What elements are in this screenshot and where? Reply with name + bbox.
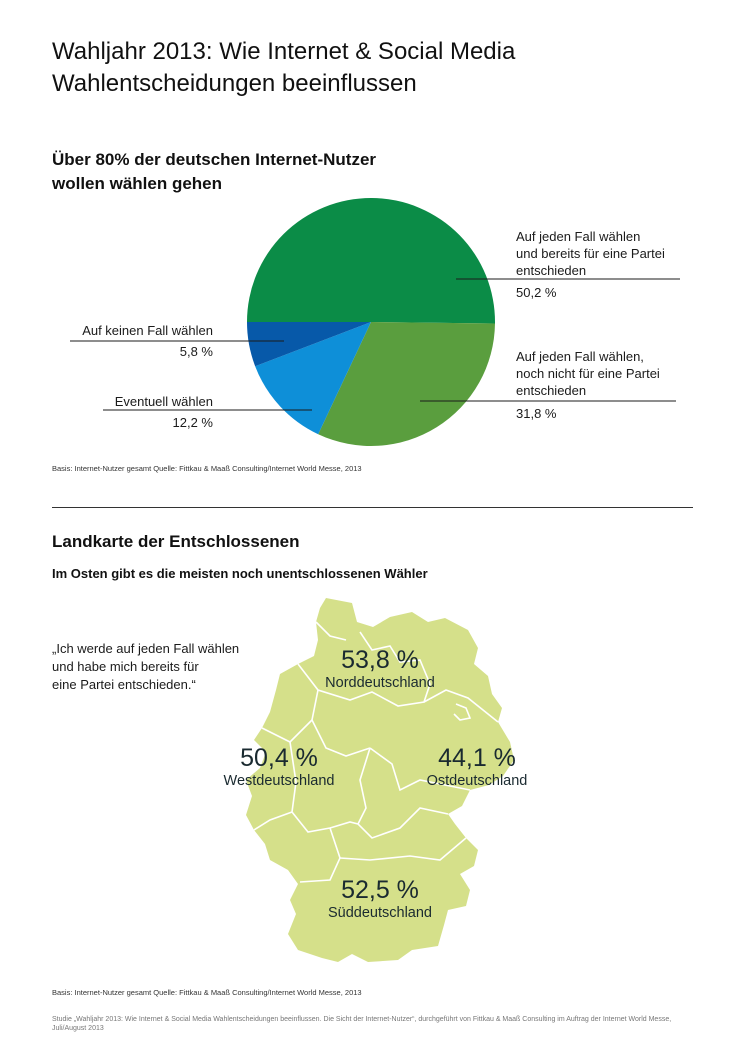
state-borders [253, 621, 499, 883]
region-west: 50,4 % Westdeutschland [200, 744, 358, 790]
pie-label-undecided: Auf jeden Fall wählen, noch nicht für ei… [516, 348, 660, 399]
leader-lines [70, 278, 680, 411]
pie-label-undecided-line-3: entschieden [516, 383, 587, 398]
state-border [359, 631, 431, 685]
region-west-name: Westdeutschland [223, 773, 335, 789]
region-east-name: Ostdeutschland [426, 773, 528, 789]
pie-label-decided-line-1: Auf jeden Fall wählen [516, 229, 641, 244]
state-border [299, 827, 341, 883]
pie-chart-title-line-2: wollen wählen gehen [52, 174, 223, 193]
region-north-name: Norddeutschland [325, 675, 435, 691]
pie-label-undecided-line-2: noch nicht für eine Partei [516, 366, 660, 381]
pie-value-never: 5,8 % [179, 344, 213, 359]
pie-slice-decided [247, 197, 495, 324]
state-border [339, 837, 467, 861]
study-footnote: Studie „Wahljahr 2013: Wie Internet & So… [52, 1016, 672, 1032]
state-border [315, 621, 347, 641]
state-border [253, 811, 293, 831]
map-quote: „Ich werde auf jeden Fall wählen und hab… [52, 640, 239, 694]
state-border [453, 703, 472, 721]
germany-outline [246, 598, 514, 962]
pie-label-decided-line-3: entschieden [516, 263, 587, 278]
map-section-subtitle: Im Osten gibt es die meisten noch unents… [52, 566, 428, 581]
state-border [357, 747, 449, 839]
map-section-title: Landkarte der Entschlossenen [52, 532, 300, 551]
map-quote-line-2: und habe mich bereits für [52, 659, 199, 674]
region-north: 53,8 % Norddeutschland [300, 646, 460, 692]
region-south-value: 52,5 % [341, 876, 419, 904]
map-quote-line-3: eine Partei entschieden.“ [52, 677, 196, 692]
section-divider [52, 507, 693, 508]
region-east-value: 44,1 % [438, 744, 516, 772]
pie-chart-title: Über 80% der deutschen Internet-Nutzer w… [52, 148, 376, 196]
pie-slice-never [247, 322, 371, 367]
pie-label-decided-line-2: und bereits für eine Partei [516, 246, 665, 261]
pie-label-eventually: Eventuell wählen [114, 394, 213, 409]
state-border [423, 689, 499, 723]
pie-slice-undecided [318, 322, 495, 446]
map-quote-line-1: „Ich werde auf jeden Fall wählen [52, 641, 240, 656]
region-east: 44,1 % Ostdeutschland [398, 744, 556, 790]
page-title-line-2: Wahlentscheidungen beeinflussen [52, 70, 417, 97]
pie-chart [247, 197, 495, 446]
pie-label-undecided-line-1: Auf jeden Fall wählen, [516, 349, 644, 364]
state-border [369, 747, 471, 792]
germany-map [246, 598, 514, 962]
pie-value-decided: 50,2 % [516, 285, 557, 300]
pie-label-never: Auf keinen Fall wählen [82, 323, 213, 338]
pie-value-eventually: 12,2 % [172, 415, 213, 430]
pie-slice-eventually [255, 322, 371, 435]
pie-chart-title-line-1: Über 80% der deutschen Internet-Nutzer [52, 150, 377, 169]
map-source-note: Basis: Internet-Nutzer gesamt Quelle: Fi… [52, 988, 362, 997]
state-border [311, 689, 371, 757]
state-border [329, 821, 359, 829]
region-north-value: 53,8 % [341, 646, 419, 674]
region-south: 52,5 % Süddeutschland [300, 876, 460, 922]
pie-source-note: Basis: Internet-Nutzer gesamt Quelle: Fi… [52, 464, 362, 473]
region-south-name: Süddeutschland [328, 905, 432, 921]
page-title-line-1: Wahljahr 2013: Wie Internet & Social Med… [52, 38, 516, 65]
page-title: Wahljahr 2013: Wie Internet & Social Med… [52, 36, 692, 100]
pie-label-decided: Auf jeden Fall wählen und bereits für ei… [516, 228, 665, 279]
region-west-value: 50,4 % [240, 744, 318, 772]
pie-value-undecided: 31,8 % [516, 406, 557, 421]
